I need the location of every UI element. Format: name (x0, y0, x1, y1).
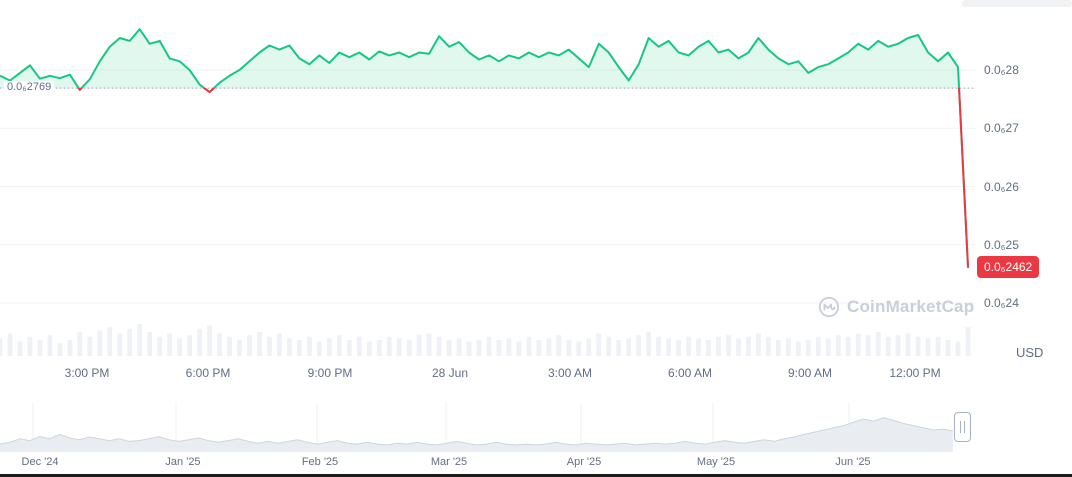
navigator-area (0, 417, 953, 452)
navigator-month-label: May '25 (696, 456, 736, 468)
x-axis-label: 9:00 PM (307, 366, 353, 380)
navigator-line (0, 417, 953, 446)
navigator-month-label: Jun '25 (835, 456, 871, 468)
y-axis-label: 0.0₆28 (984, 63, 1019, 77)
coinmarketcap-logo-icon (818, 296, 840, 318)
prev-close-label: 0.0₆2769 (4, 81, 55, 93)
navigator-handle[interactable] (954, 412, 971, 442)
y-axis-label: 0.0₆26 (984, 180, 1019, 194)
navigator-month-label: Apr '25 (566, 456, 602, 468)
currency-label: USD (1016, 345, 1044, 360)
volume-bars (0, 324, 971, 356)
scrollbar-thumb[interactable] (962, 0, 1072, 7)
navigator-month-label: Mar '25 (430, 456, 468, 468)
x-axis-label: 28 Jun (431, 366, 469, 380)
y-axis-label: 0.0₆24 (984, 296, 1019, 310)
watermark-label: CoinMarketCap (847, 297, 975, 316)
coinmarketcap-watermark[interactable]: CoinMarketCap (818, 296, 974, 318)
x-axis-label: 12:00 PM (889, 366, 941, 380)
x-axis-label: 6:00 AM (667, 366, 713, 380)
x-axis-label: 9:00 AM (787, 366, 833, 380)
x-axis-label: 3:00 AM (547, 366, 593, 380)
y-axis-label: 0.0₆25 (984, 238, 1019, 252)
grip-icon (960, 421, 965, 433)
x-axis-label: 3:00 PM (64, 366, 110, 380)
price-line (0, 28, 969, 268)
last-price-badge: 0.0₆2462 (977, 256, 1040, 278)
navigator-month-label: Jan '25 (165, 456, 201, 468)
x-axis-label: 6:00 PM (185, 366, 231, 380)
navigator-chart[interactable] (0, 402, 953, 453)
navigator-month-label: Feb '25 (301, 456, 339, 468)
navigator-month-label: Dec '24 (21, 456, 59, 468)
price-gridlines (0, 69, 975, 304)
price-area (0, 29, 960, 89)
page-bottom-border (0, 474, 1072, 477)
price-chart[interactable] (0, 0, 978, 360)
y-axis-label: 0.0₆27 (984, 121, 1019, 135)
